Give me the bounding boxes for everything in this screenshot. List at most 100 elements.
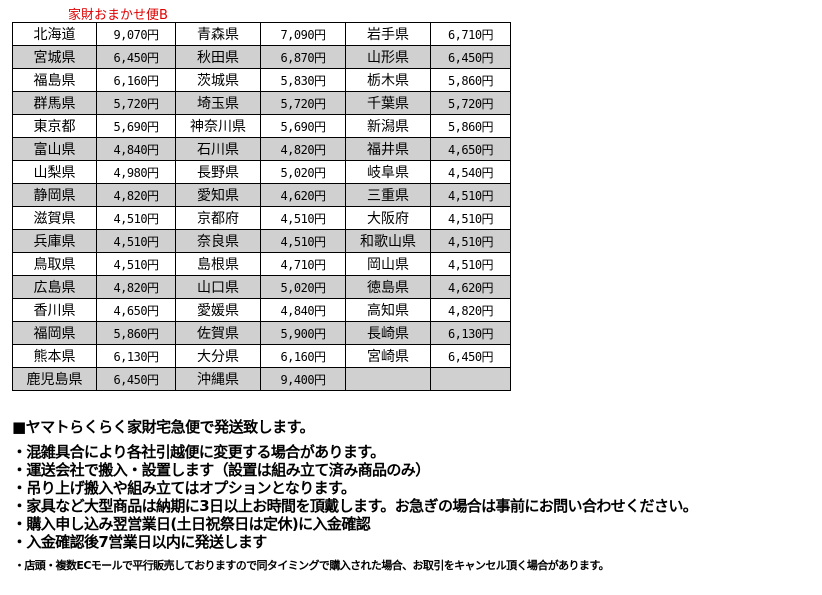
prefecture-cell: 石川県: [175, 137, 261, 161]
note-item: ・運送会社で搬入・設置します（設置は組み立て済み商品のみ）: [12, 461, 430, 479]
prefecture-cell: 山梨県: [12, 160, 97, 184]
table-row: 滋賀県 4,510円 京都府 4,510円 大阪府 4,510円: [12, 206, 511, 230]
prefecture-cell: 東京都: [12, 114, 97, 138]
note-item: ・家具など大型商品は納期に3日以上お時間を頂戴します。お急ぎの場合は事前にお問い…: [12, 497, 698, 515]
price-cell: 5,860円: [430, 68, 511, 92]
prefecture-cell: 長野県: [175, 160, 261, 184]
prefecture-cell: 佐賀県: [175, 321, 261, 345]
footnote: ・店頭・複数ECモールで平行販売しておりますので同タイミングで購入された場合、お…: [14, 559, 610, 572]
price-cell: 9,070円: [96, 22, 176, 46]
prefecture-cell: 兵庫県: [12, 229, 97, 253]
table-row: 群馬県 5,720円 埼玉県 5,720円 千葉県 5,720円: [12, 91, 511, 115]
prefecture-cell: 大阪府: [345, 206, 431, 230]
note-item: ・購入申し込み翌営業日(土日祝祭日は定休)に入金確認: [12, 515, 371, 533]
prefecture-cell: 富山県: [12, 137, 97, 161]
prefecture-cell: 香川県: [12, 298, 97, 322]
prefecture-cell: 京都府: [175, 206, 261, 230]
prefecture-cell: 高知県: [345, 298, 431, 322]
table-row: 香川県 4,650円 愛媛県 4,840円 高知県 4,820円: [12, 298, 511, 322]
price-cell: 5,830円: [260, 68, 346, 92]
price-cell: 4,820円: [96, 183, 176, 207]
prefecture-cell: 新潟県: [345, 114, 431, 138]
table-row: 熊本県 6,130円 大分県 6,160円 宮崎県 6,450円: [12, 344, 511, 368]
price-cell: 5,690円: [260, 114, 346, 138]
price-cell: 6,870円: [260, 45, 346, 69]
table-row: 静岡県 4,820円 愛知県 4,620円 三重県 4,510円: [12, 183, 511, 207]
prefecture-cell: 徳島県: [345, 275, 431, 299]
prefecture-cell: 宮城県: [12, 45, 97, 69]
prefecture-cell: 福島県: [12, 68, 97, 92]
table-title: 家財おまかせ便B: [68, 8, 168, 23]
prefecture-cell: 青森県: [175, 22, 261, 46]
prefecture-cell: 宮崎県: [345, 344, 431, 368]
prefecture-cell: 千葉県: [345, 91, 431, 115]
prefecture-cell: 鳥取県: [12, 252, 97, 276]
prefecture-cell: 埼玉県: [175, 91, 261, 115]
price-cell: 4,510円: [96, 206, 176, 230]
prefecture-cell: 広島県: [12, 275, 97, 299]
note-item: ・混雑具合により各社引越便に変更する場合があります。: [12, 443, 385, 461]
price-cell: 4,840円: [96, 137, 176, 161]
table-row: 富山県 4,840円 石川県 4,820円 福井県 4,650円: [12, 137, 511, 161]
price-cell: 4,510円: [260, 206, 346, 230]
prefecture-cell: 沖縄県: [175, 367, 261, 391]
prefecture-cell: 三重県: [345, 183, 431, 207]
prefecture-cell: 茨城県: [175, 68, 261, 92]
table-row: 山梨県 4,980円 長野県 5,020円 岐阜県 4,540円: [12, 160, 511, 184]
price-cell: 4,620円: [260, 183, 346, 207]
price-cell: 6,710円: [430, 22, 511, 46]
price-cell: 6,450円: [96, 367, 176, 391]
price-cell: 4,820円: [430, 298, 511, 322]
price-cell: 5,690円: [96, 114, 176, 138]
price-cell: 9,400円: [260, 367, 346, 391]
shipping-rate-table: 北海道 9,070円 青森県 7,090円 岩手県 6,710円 宮城県 6,450円 秋田県 6…: [12, 22, 511, 391]
price-cell: 6,450円: [430, 45, 511, 69]
price-cell: 6,160円: [260, 344, 346, 368]
price-cell: 7,090円: [260, 22, 346, 46]
price-cell: 5,860円: [430, 114, 511, 138]
price-cell: 6,130円: [96, 344, 176, 368]
prefecture-cell: 岩手県: [345, 22, 431, 46]
price-cell: 4,650円: [430, 137, 511, 161]
shipping-notes: ・混雑具合により各社引越便に変更する場合があります。 ・運送会社で搬入・設置しま…: [12, 443, 698, 551]
price-cell: 5,020円: [260, 275, 346, 299]
prefecture-cell: 静岡県: [12, 183, 97, 207]
table-row: 兵庫県 4,510円 奈良県 4,510円 和歌山県 4,510円: [12, 229, 511, 253]
prefecture-cell: 栃木県: [345, 68, 431, 92]
prefecture-cell: 福岡県: [12, 321, 97, 345]
prefecture-cell: 秋田県: [175, 45, 261, 69]
price-cell: 6,160円: [96, 68, 176, 92]
table-row: 北海道 9,070円 青森県 7,090円 岩手県 6,710円: [12, 22, 511, 46]
table-row: 鳥取県 4,510円 島根県 4,710円 岡山県 4,510円: [12, 252, 511, 276]
table-row: 東京都 5,690円 神奈川県 5,690円 新潟県 5,860円: [12, 114, 511, 138]
note-item: ・入金確認後7営業日以内に発送します: [12, 533, 267, 551]
price-cell: 4,540円: [430, 160, 511, 184]
prefecture-cell: 愛知県: [175, 183, 261, 207]
prefecture-cell: 神奈川県: [175, 114, 261, 138]
note-item: ・吊り上げ搬入や組み立てはオプションとなります。: [12, 479, 356, 497]
price-cell: 5,900円: [260, 321, 346, 345]
price-cell: 4,820円: [96, 275, 176, 299]
price-cell: 6,130円: [430, 321, 511, 345]
prefecture-cell: 鹿児島県: [12, 367, 97, 391]
price-cell: 4,820円: [260, 137, 346, 161]
prefecture-cell: 北海道: [12, 22, 97, 46]
prefecture-cell: 熊本県: [12, 344, 97, 368]
prefecture-cell: 福井県: [345, 137, 431, 161]
table-row: 宮城県 6,450円 秋田県 6,870円 山形県 6,450円: [12, 45, 511, 69]
prefecture-cell: 岡山県: [345, 252, 431, 276]
price-cell: 4,510円: [430, 183, 511, 207]
prefecture-cell: 岐阜県: [345, 160, 431, 184]
prefecture-cell: 山形県: [345, 45, 431, 69]
prefecture-cell: 滋賀県: [12, 206, 97, 230]
table-row: 福岡県 5,860円 佐賀県 5,900円 長崎県 6,130円: [12, 321, 511, 345]
price-cell: 4,980円: [96, 160, 176, 184]
price-cell: 4,510円: [430, 229, 511, 253]
table-row: 鹿児島県 6,450円 沖縄県 9,400円: [12, 367, 511, 391]
table-row: 広島県 4,820円 山口県 5,020円 徳島県 4,620円: [12, 275, 511, 299]
price-cell: 5,720円: [430, 91, 511, 115]
price-cell: 4,510円: [260, 229, 346, 253]
price-cell: 4,650円: [96, 298, 176, 322]
prefecture-cell: 和歌山県: [345, 229, 431, 253]
prefecture-cell: 奈良県: [175, 229, 261, 253]
